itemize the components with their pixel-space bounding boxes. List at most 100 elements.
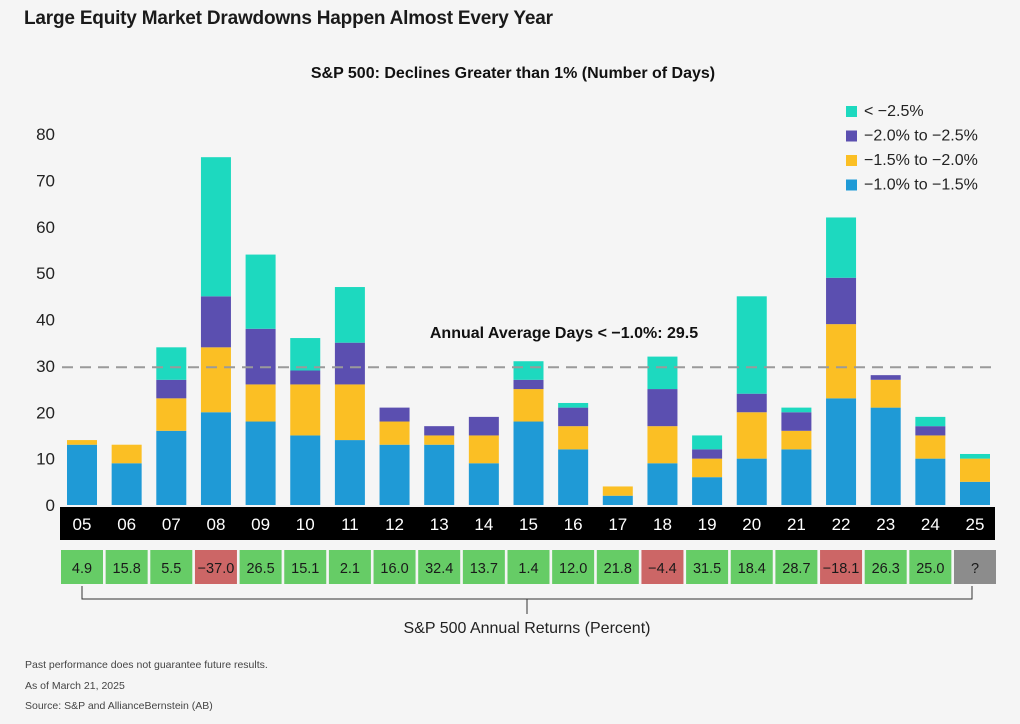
bar-segment-18-s3 [647, 356, 678, 390]
bar-segment-17-s0 [602, 495, 633, 505]
return-value: 2.1 [340, 561, 360, 577]
x-tick-label: 14 [474, 515, 493, 534]
bar-segment-14-s1 [468, 435, 499, 464]
bar-segment-07-s0 [156, 430, 187, 505]
return-value: 21.8 [604, 561, 632, 577]
bar-segment-19-s1 [692, 458, 723, 478]
bracket-line [81, 586, 973, 600]
return-value: 13.7 [470, 561, 498, 577]
return-value: 18.4 [738, 561, 766, 577]
bar-segment-10-s3 [290, 338, 321, 371]
bar-segment-25-s0 [960, 481, 990, 505]
y-tick-label: 60 [36, 218, 55, 237]
bars [67, 157, 990, 505]
legend-swatch [846, 106, 857, 117]
returns-bracket: S&P 500 Annual Returns (Percent) [81, 586, 973, 637]
bar-segment-20-s0 [736, 458, 767, 505]
bar-segment-07-s2 [156, 379, 187, 399]
bar-segment-12-s1 [379, 421, 410, 445]
x-tick-label: 17 [608, 515, 627, 534]
x-tick-label: 19 [698, 515, 717, 534]
chart-title: S&P 500: Declines Greater than 1% (Numbe… [311, 65, 715, 82]
bar-segment-06-s1 [111, 444, 142, 464]
bar-segment-11-s1 [334, 384, 365, 441]
return-cell [507, 550, 550, 584]
legend-swatch [846, 155, 857, 166]
bar-segment-11-s0 [334, 440, 365, 505]
bar-segment-15-s0 [513, 421, 544, 505]
return-cell [239, 550, 282, 584]
return-value: 26.5 [246, 561, 274, 577]
x-tick-label: 25 [966, 515, 985, 534]
bar-segment-20-s1 [736, 412, 767, 459]
return-value: 26.3 [872, 561, 900, 577]
bar-segment-15-s1 [513, 389, 544, 422]
bar-segment-21-s0 [781, 449, 812, 505]
bar-segment-25-s3 [960, 453, 990, 459]
legend: < −2.5% −2.0% to −2.5% −1.5% to −2.0% −1.0%… [846, 103, 978, 194]
return-cell [105, 550, 148, 584]
y-tick-label: 20 [36, 403, 55, 422]
x-tick-label: 07 [162, 515, 181, 534]
reference-line: Annual Average Days < −1.0%: 29.5 [62, 325, 995, 369]
return-cell [552, 550, 595, 584]
bar-segment-21-s2 [781, 412, 812, 431]
return-cell [909, 550, 952, 584]
return-cell [864, 550, 907, 584]
return-value: 16.0 [380, 561, 408, 577]
return-value: 32.4 [425, 561, 453, 577]
legend-swatch [846, 179, 857, 191]
return-cell [373, 550, 416, 584]
return-cell [954, 550, 996, 584]
bar-segment-22-s0 [826, 398, 857, 505]
bar-segment-18-s1 [647, 426, 678, 464]
return-value: −37.0 [198, 561, 235, 577]
x-tick-label: 21 [787, 515, 806, 534]
return-value: 12.0 [559, 561, 587, 577]
bar-segment-24-s3 [915, 416, 946, 427]
bar-segment-23-s2 [870, 375, 901, 380]
bar-segment-11-s3 [334, 287, 365, 343]
x-tick-label: 23 [876, 515, 895, 534]
return-cell [641, 550, 684, 584]
y-tick-label: 80 [36, 125, 55, 144]
x-tick-label: 24 [921, 515, 940, 534]
bar-segment-14-s2 [468, 416, 499, 436]
bar-segment-12-s0 [379, 444, 410, 505]
bar-segment-13-s0 [424, 444, 455, 505]
return-value: −18.1 [823, 561, 860, 577]
bar-segment-15-s2 [513, 379, 544, 390]
bar-segment-25-s1 [960, 458, 990, 482]
average-line-label: Annual Average Days < −1.0%: 29.5 [430, 325, 698, 342]
x-tick-label: 06 [117, 515, 136, 534]
bar-segment-23-s1 [870, 379, 901, 408]
source-text: Source: S&P and AllianceBernstein (AB) [25, 700, 213, 712]
y-tick-label: 50 [36, 264, 55, 283]
bar-segment-22-s2 [826, 277, 857, 325]
bar-segment-06-s0 [111, 463, 142, 505]
legend-swatch [846, 130, 857, 142]
bar-segment-24-s1 [915, 435, 946, 459]
return-cell [194, 550, 237, 584]
bar-segment-16-s2 [558, 407, 589, 427]
bar-segment-22-s1 [826, 324, 857, 399]
y-tick-label: 10 [36, 450, 55, 469]
x-tick-label: 20 [742, 515, 761, 534]
return-cell [820, 550, 863, 584]
x-tick-label: 11 [341, 515, 359, 534]
return-cell [328, 550, 371, 584]
bar-segment-19-s3 [692, 435, 723, 450]
x-tick-label: 10 [296, 515, 315, 534]
bar-segment-19-s2 [692, 449, 723, 459]
x-tick-label: 13 [430, 515, 449, 534]
bar-segment-16-s1 [558, 426, 589, 450]
bar-segment-12-s2 [379, 407, 410, 422]
return-cell [418, 550, 461, 584]
bar-segment-10-s2 [290, 370, 321, 385]
return-cell [686, 550, 729, 584]
as-of-text: As of March 21, 2025 [25, 680, 125, 692]
bar-segment-17-s1 [602, 486, 633, 496]
return-value: 15.8 [113, 561, 141, 577]
y-tick-label: 40 [36, 311, 55, 330]
